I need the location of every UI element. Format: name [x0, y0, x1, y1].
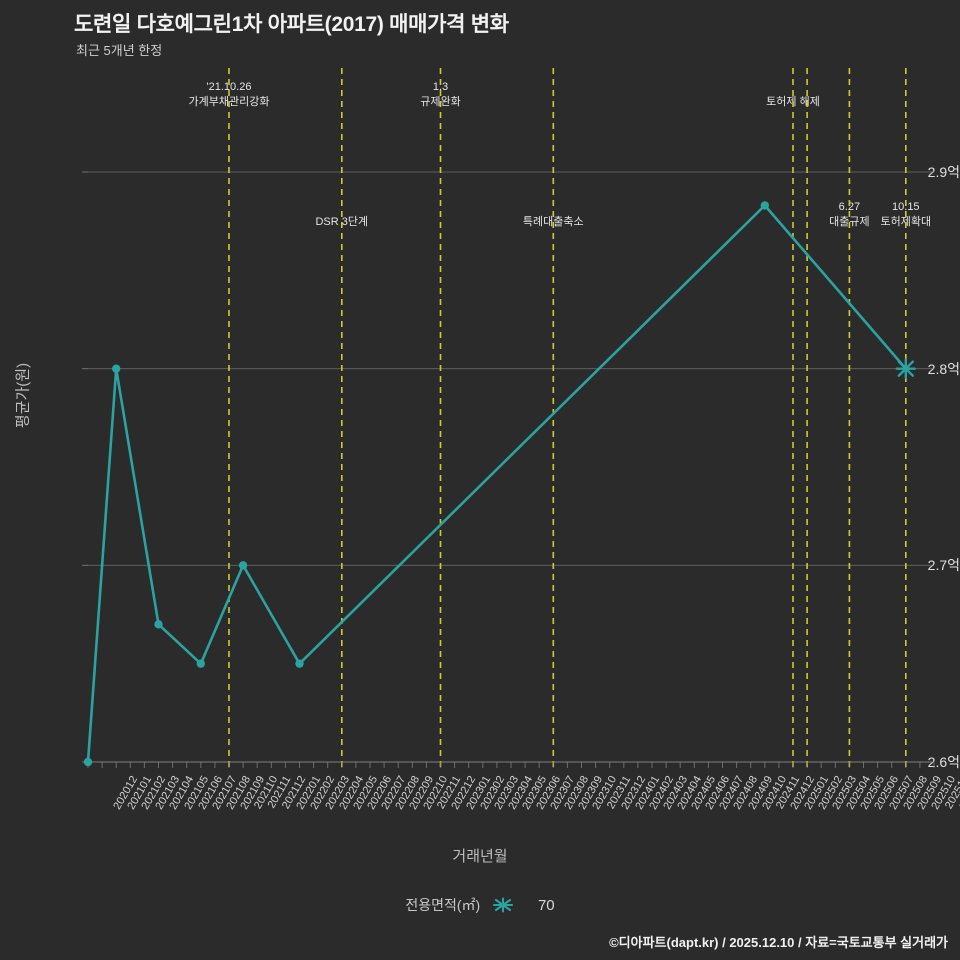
data-point-marker [295, 659, 304, 668]
chart-legend[interactable]: 전용면적(㎡) 70 [0, 895, 960, 915]
y-tick-label: 2.9억 [927, 164, 960, 180]
y-tick-label: 2.7억 [927, 557, 960, 574]
y-tick-label: 2.6억 [927, 754, 960, 770]
gridlines [82, 171, 934, 763]
data-point-marker [112, 364, 121, 373]
event-date-label: 1.3 [432, 81, 449, 93]
x-marker-icon [493, 897, 514, 913]
event-date-label: 6.27 [838, 201, 861, 213]
chart-title: 도련일 다호예그린1차 아파트(2017) 매매가격 변화 [74, 13, 509, 36]
x-axis-label: 거래년월 [452, 848, 508, 865]
legend-label: 전용면적(㎡) [405, 897, 481, 913]
event-date-label: 10.15 [892, 201, 920, 213]
data-point-marker [760, 201, 769, 210]
footer-credit: ©디아파트(dapt.kr) / 2025.12.10 / 자료=국토교통부 실… [609, 935, 948, 950]
data-point-marker [196, 659, 205, 668]
data-point-marker [83, 757, 93, 767]
data-point-marker [154, 620, 163, 629]
event-lines [228, 68, 907, 772]
data-point-marker [238, 561, 248, 570]
data-point-marker [895, 358, 916, 379]
y-tick-label: 2.8억 [927, 360, 960, 377]
series-line [83, 201, 916, 767]
legend-value: 70 [537, 896, 555, 914]
chart-subtitle: 최근 5개년 한정 [76, 43, 163, 58]
event-date-label: '21.10.26 [206, 81, 252, 93]
x-tickmarks [87, 761, 935, 768]
